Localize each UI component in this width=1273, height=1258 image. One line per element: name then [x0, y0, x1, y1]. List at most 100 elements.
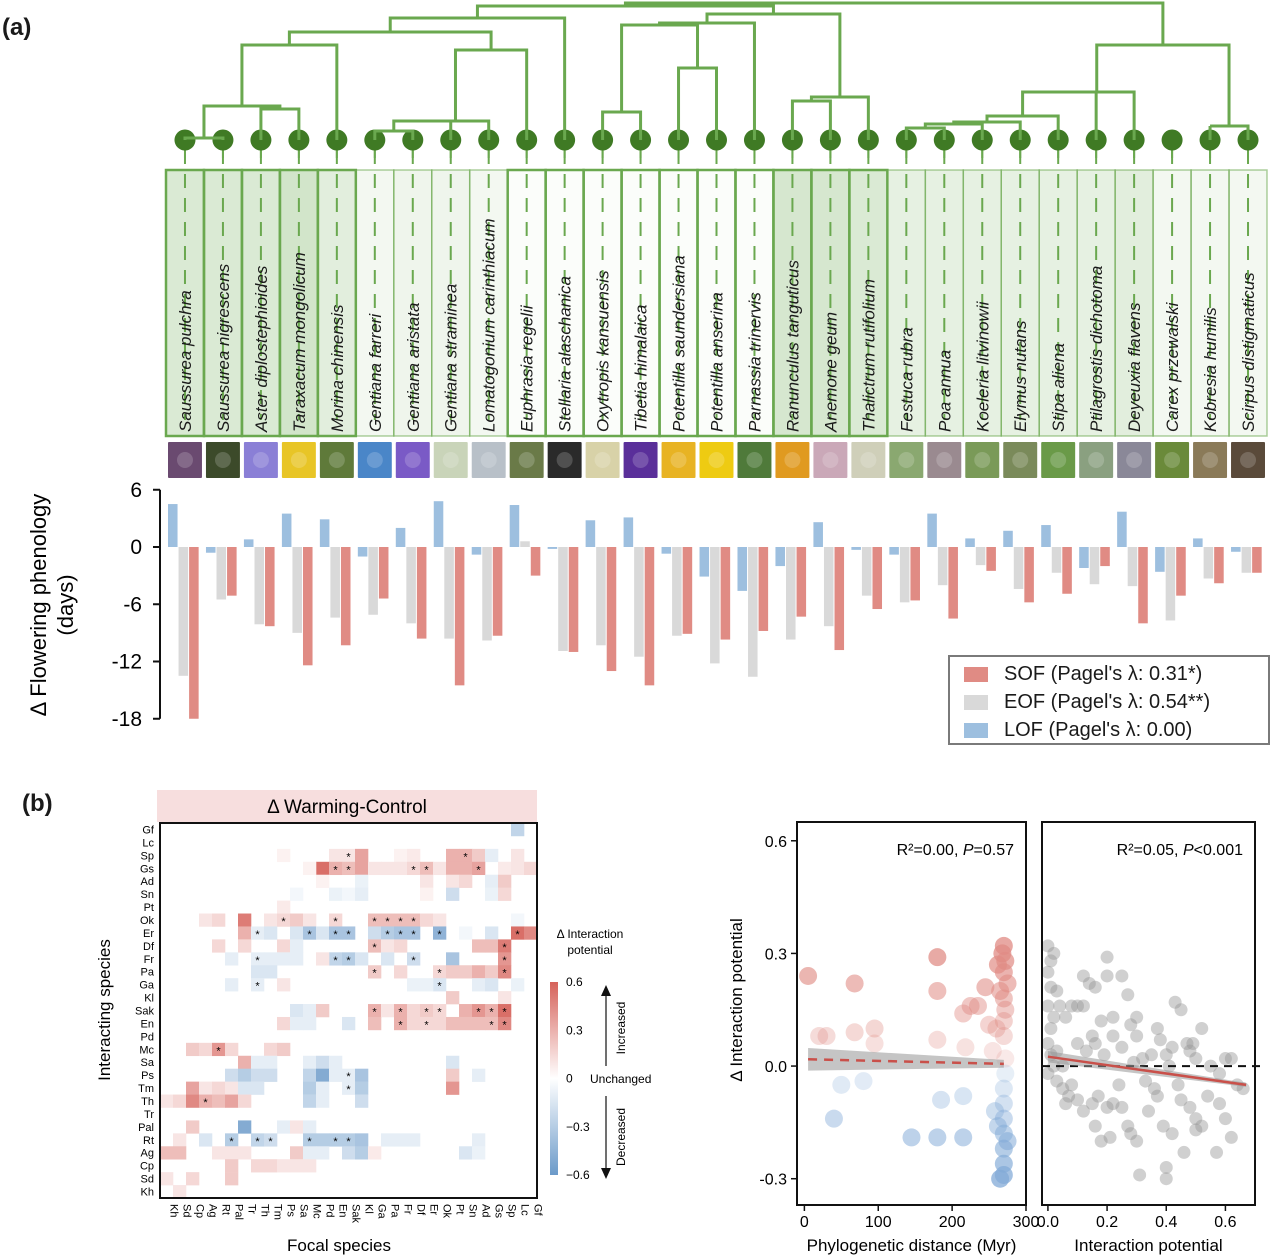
significance-star: * — [346, 929, 351, 941]
heatmap-cell — [329, 1068, 343, 1082]
heatmap-cell — [446, 991, 460, 1005]
chart-legend: SOF (Pagel's λ: 0.31*) EOF (Pagel's λ: 0… — [948, 655, 1270, 745]
species-photo — [661, 442, 696, 478]
legend-item-eof: EOF (Pagel's λ: 0.54**) — [964, 689, 1210, 715]
heatmap-col-label: Th — [259, 1204, 271, 1217]
scatter-point — [1044, 980, 1058, 994]
heatmap-cell — [342, 1016, 356, 1031]
heatmap-cell — [303, 1120, 317, 1134]
heatmap-cell — [238, 1055, 252, 1069]
bar-eof — [406, 547, 416, 624]
heatmap-frame — [159, 822, 538, 1199]
species-name: Gentiana aristata — [404, 303, 423, 432]
heatmap-cell — [381, 1133, 395, 1147]
species-photo — [775, 442, 810, 478]
scatter-point — [994, 989, 1013, 1008]
heatmap-cell — [355, 874, 369, 888]
heatmap-cell — [160, 1172, 174, 1186]
heatmap-cell — [316, 926, 330, 940]
heatmap-cell — [394, 1004, 408, 1018]
bar-lof — [813, 522, 823, 547]
scatter-point — [961, 996, 980, 1015]
bar-eof — [975, 547, 986, 566]
heatmap-col-label: Sn — [467, 1204, 479, 1217]
heatmap-cell — [407, 978, 421, 992]
heatmap-col-label: Tm — [272, 1204, 284, 1220]
interaction-heatmap: Δ Warming-Control* ** * * * ** * * * * ** * * * * * * * **… — [95, 790, 651, 1255]
species-photo — [471, 442, 506, 478]
bar-lof — [623, 517, 634, 547]
scatter-point — [1088, 1037, 1102, 1051]
heatmap-cell — [446, 1016, 460, 1031]
bar-lof — [1193, 538, 1203, 547]
heatmap-cell — [290, 887, 304, 901]
heatmap-cell — [316, 1146, 330, 1160]
heatmap-row-label: Pd — [141, 1031, 154, 1043]
heatmap-cell — [511, 913, 525, 927]
heatmap-cell — [446, 1055, 460, 1069]
scatter-point — [1085, 1029, 1099, 1043]
scatter-point — [1183, 1100, 1197, 1114]
scatter-point — [1213, 1097, 1226, 1111]
colorbar-tick-label: −0.6 — [566, 1168, 590, 1182]
significance-star: * — [268, 1136, 273, 1148]
scatter-point — [1076, 1104, 1090, 1118]
scatter-point — [1218, 1052, 1232, 1066]
significance-star: * — [411, 929, 416, 941]
species-name: Taraxacum mongolicum — [290, 252, 309, 432]
heatmap-cell — [303, 1081, 317, 1095]
heatmap-title: Δ Warming-Control — [267, 797, 427, 818]
scatter-point — [928, 1030, 947, 1049]
heatmap-cell — [381, 952, 395, 966]
species-photo — [1003, 442, 1038, 478]
scatter-point — [1174, 1093, 1188, 1107]
species-photo-flower — [898, 452, 915, 468]
bar-eof — [1203, 547, 1214, 579]
heatmap-cell — [459, 965, 473, 979]
heatmap-cell — [251, 926, 265, 940]
bar-eof — [899, 547, 910, 603]
y-tick-label: 6 — [130, 479, 142, 502]
decreased-label: Decreased — [614, 1108, 628, 1166]
heatmap-cell — [290, 1159, 304, 1173]
scatter-point — [1133, 1168, 1147, 1182]
significance-star: * — [255, 1136, 260, 1148]
scatter-point — [1195, 1022, 1209, 1036]
species-name: Elymus nutans — [1011, 320, 1030, 432]
species-group-outline — [848, 168, 889, 438]
heatmap-cell — [329, 848, 343, 863]
y-axis-title: Δ Flowering phenology — [26, 494, 51, 717]
heatmap-cell — [303, 1068, 317, 1082]
scatter-point — [865, 1034, 884, 1053]
heatmap-cell — [316, 1133, 330, 1147]
heatmap-cell — [173, 1094, 187, 1108]
heatmap-cell — [329, 1133, 343, 1147]
bar-sof — [492, 547, 503, 636]
heatmap-cell — [420, 1004, 434, 1018]
significance-star: * — [398, 916, 403, 928]
species-photo-flower — [1202, 452, 1219, 468]
heatmap-cell — [420, 1016, 434, 1031]
scatter-point — [1112, 1078, 1126, 1092]
heatmap-cell — [355, 848, 369, 863]
heatmap-cell — [238, 926, 252, 940]
r2-value: R²=0.05, — [1117, 842, 1183, 859]
heatmap-cell — [407, 848, 421, 863]
heatmap-cell — [433, 926, 447, 940]
species-name: Poa annua — [935, 350, 954, 432]
bar-sof — [1100, 547, 1110, 567]
heatmap-cell — [459, 1016, 473, 1031]
species-name: Stipa aliena — [1049, 343, 1068, 432]
scatter-point — [1171, 1078, 1185, 1092]
bar-sof — [948, 547, 958, 619]
bar-lof — [395, 527, 406, 547]
species-name: Gentiana farreri — [366, 313, 385, 432]
heatmap-cell — [394, 939, 408, 953]
heatmap-cell — [264, 1159, 278, 1173]
heatmap-col-label: Pal — [233, 1204, 245, 1220]
significance-star: * — [502, 942, 507, 954]
scatter-point — [1082, 976, 1096, 990]
heatmap-row-label: Cp — [140, 1161, 154, 1173]
heatmap-cell — [446, 874, 460, 888]
bar-eof — [710, 547, 720, 664]
